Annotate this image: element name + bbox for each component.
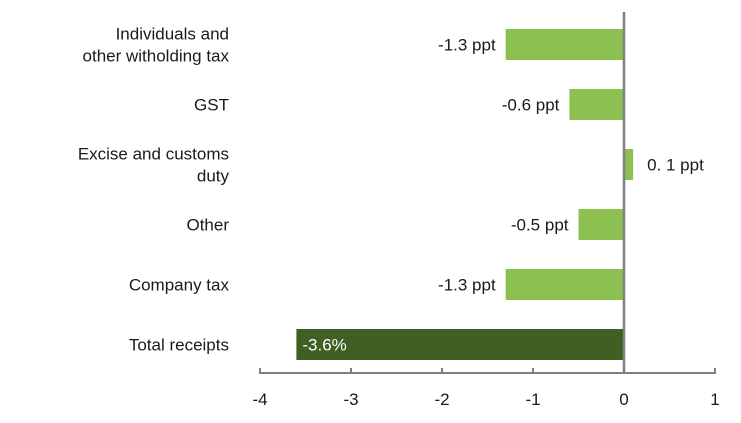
category-labels-layer: Individuals and other witholding tax GST Ex…	[78, 25, 230, 355]
data-label: -0.6 ppt	[502, 96, 560, 115]
data-label: 0. 1 ppt	[647, 156, 704, 175]
bar	[624, 149, 634, 180]
category-label: Other	[186, 216, 229, 235]
x-tick-label: -3	[343, 390, 358, 409]
data-labels-layer: -1.3 ppt -0.6 ppt 0. 1 ppt -0.5 ppt -1.3 ppt…	[302, 36, 704, 355]
x-tick-label: 0	[619, 390, 628, 409]
data-label: -0.5 ppt	[511, 216, 569, 235]
bar	[578, 209, 624, 240]
category-label: GST	[194, 96, 229, 115]
bar	[569, 89, 624, 120]
category-label: Individuals and	[116, 25, 229, 44]
data-label: -1.3 ppt	[438, 36, 496, 55]
axes-layer: -4 -3 -2 -1 0 1	[252, 12, 720, 409]
category-label: Company tax	[129, 276, 230, 295]
category-label: Excise and customs	[78, 145, 229, 164]
data-label: -1.3 ppt	[438, 276, 496, 295]
category-label: other witholding tax	[83, 47, 230, 66]
category-label: Total receipts	[129, 336, 229, 355]
data-label: -3.6%	[302, 336, 346, 355]
bar	[505, 269, 624, 300]
x-tick-label: -1	[525, 390, 540, 409]
category-label: duty	[197, 167, 230, 186]
x-tick-label: -4	[252, 390, 267, 409]
bar-total	[296, 329, 624, 360]
x-tick-label: 1	[710, 390, 719, 409]
x-tick-label: -2	[434, 390, 449, 409]
bars-layer	[296, 29, 634, 360]
bar	[505, 29, 624, 60]
